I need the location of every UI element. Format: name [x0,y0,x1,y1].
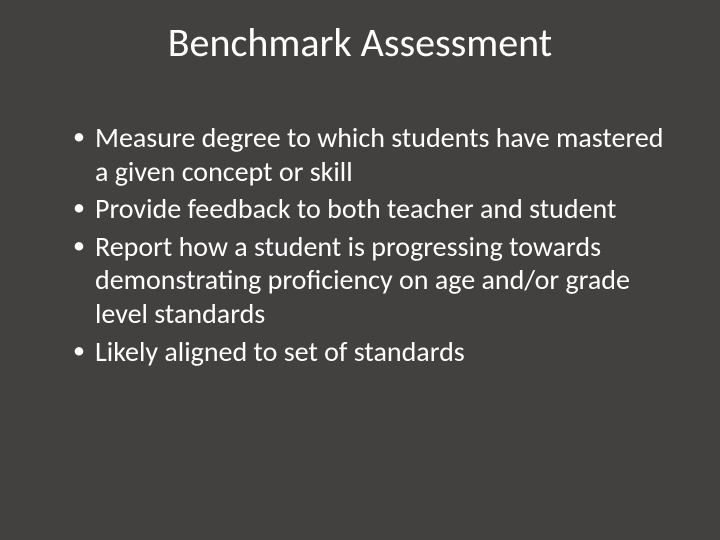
list-item: Report how a student is progressing towa… [73,230,675,331]
list-item: Provide feedback to both teacher and stu… [73,192,675,226]
list-item: Measure degree to which students have ma… [73,121,675,188]
slide: Benchmark Assessment Measure degree to w… [0,0,720,540]
list-item: Likely aligned to set of standards [73,335,675,369]
slide-title: Benchmark Assessment [45,20,675,66]
bullet-list: Measure degree to which students have ma… [45,121,675,368]
